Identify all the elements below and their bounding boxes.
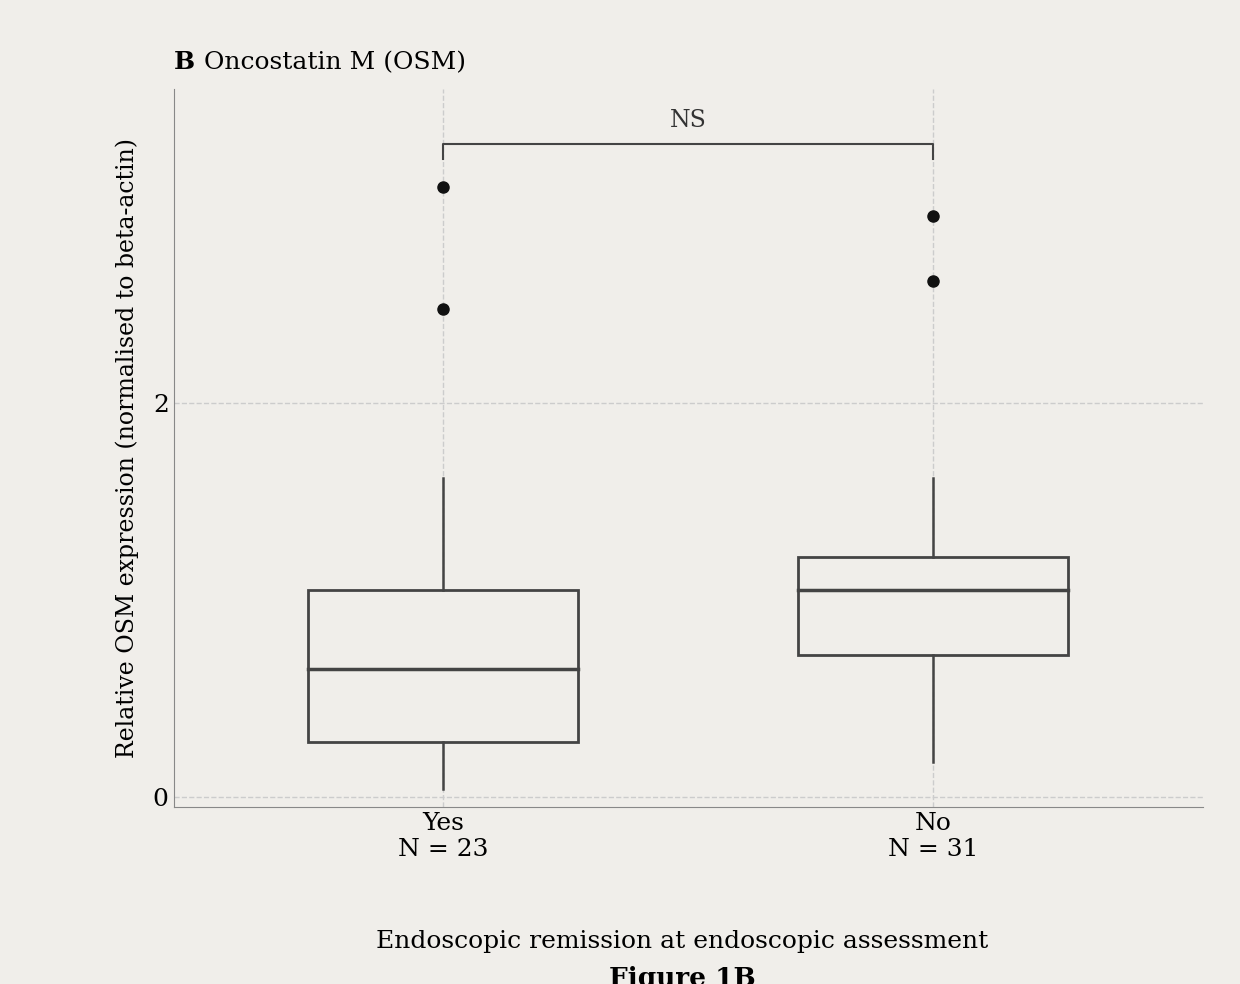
Bar [309,590,578,742]
Text: Oncostatin M (OSM): Oncostatin M (OSM) [196,51,466,74]
Y-axis label: Relative OSM expression (normalised to beta-actin): Relative OSM expression (normalised to b… [115,138,139,758]
Text: NS: NS [670,109,707,132]
Bar [799,557,1068,655]
Text: Endoscopic remission at endoscopic assessment: Endoscopic remission at endoscopic asses… [376,930,988,953]
Text: Figure 1B: Figure 1B [609,966,755,984]
Text: B: B [174,50,195,74]
